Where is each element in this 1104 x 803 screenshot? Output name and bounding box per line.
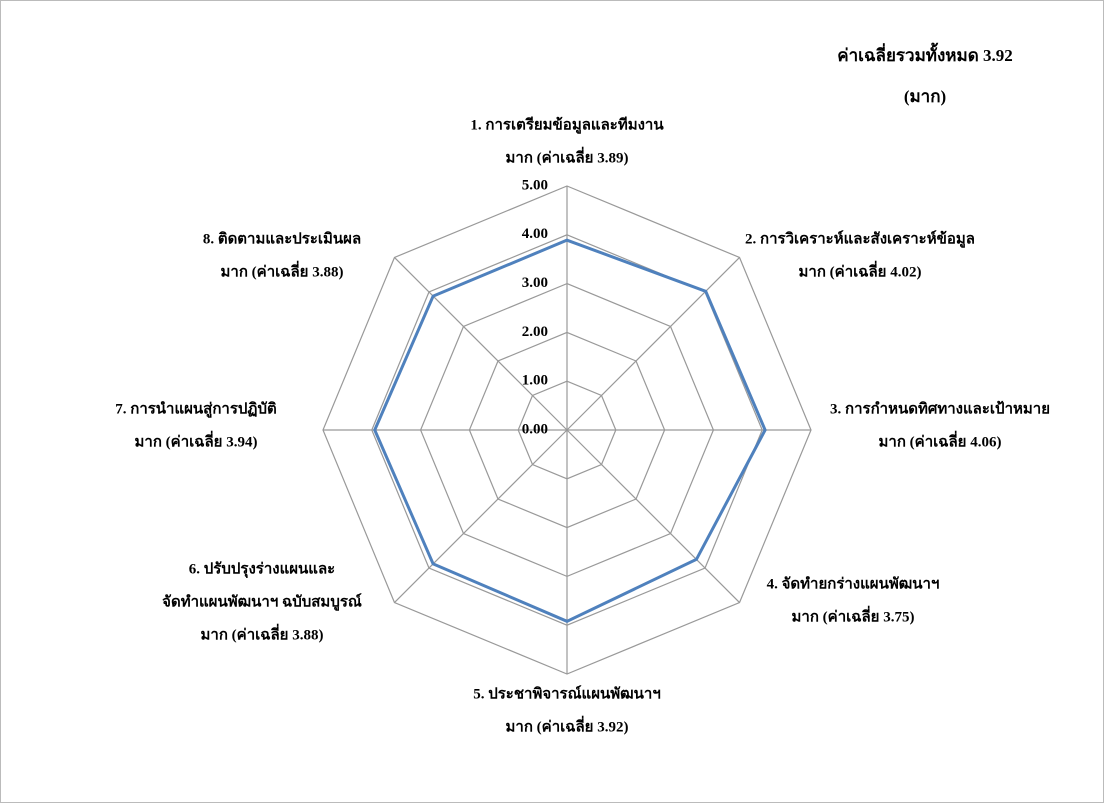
value-label: มาก (ค่าเฉลี่ย 3.89) — [506, 146, 629, 166]
category-label: 4. จัดทำยกร่างแผนพัฒนาฯ — [767, 575, 940, 592]
value-label: มาก (ค่าเฉลี่ย 3.75) — [792, 605, 915, 625]
r-tick-label: 2.00 — [522, 324, 548, 340]
annotation: (มาก) — [904, 87, 946, 106]
series-line — [373, 238, 767, 623]
r-tick-label: 0.00 — [522, 421, 548, 437]
value-label: มาก (ค่าเฉลี่ย 4.02) — [799, 260, 922, 280]
value-label: มาก (ค่าเฉลี่ย 3.88) — [221, 260, 344, 280]
spoke — [394, 429, 568, 603]
value-label: มาก (ค่าเฉลี่ย 4.06) — [879, 430, 1002, 450]
annotation: ค่าเฉลี่ยรวมทั้งหมด 3.92 — [837, 42, 1013, 65]
r-tick-label: 5.00 — [522, 177, 548, 193]
category-label: 7. การนำแผนสู่การปฏิบัติ — [115, 399, 277, 418]
r-tick-label: 4.00 — [522, 226, 548, 242]
r-tick-label: 1.00 — [522, 373, 548, 389]
value-label: มาก (ค่าเฉลี่ย 3.94) — [135, 430, 258, 450]
r-tick-label: 3.00 — [522, 275, 548, 291]
category-label: จัดทำแผนพัฒนาฯ ฉบับสมบูรณ์ — [162, 592, 362, 611]
value-label: มาก (ค่าเฉลี่ย 3.92) — [506, 715, 629, 735]
spoke — [394, 257, 568, 431]
category-label: 6. ปรับปรุงร่างแผนและ — [189, 560, 335, 578]
category-label: 2. การวิเคราะห์และสังเคราะห์ข้อมูล — [745, 229, 975, 248]
spoke — [566, 429, 740, 603]
value-label: มาก (ค่าเฉลี่ย 3.88) — [201, 623, 324, 643]
spoke — [566, 257, 740, 431]
category-label: 1. การเตรียมข้อมูลและทีมงาน — [470, 116, 664, 134]
category-label: 3. การกำหนดทิศทางและเป้าหมาย — [830, 399, 1050, 417]
category-label: 8. ติดตามและประเมินผล — [203, 229, 361, 247]
category-label: 5. ประชาพิจารณ์แผนพัฒนาฯ — [473, 684, 661, 702]
